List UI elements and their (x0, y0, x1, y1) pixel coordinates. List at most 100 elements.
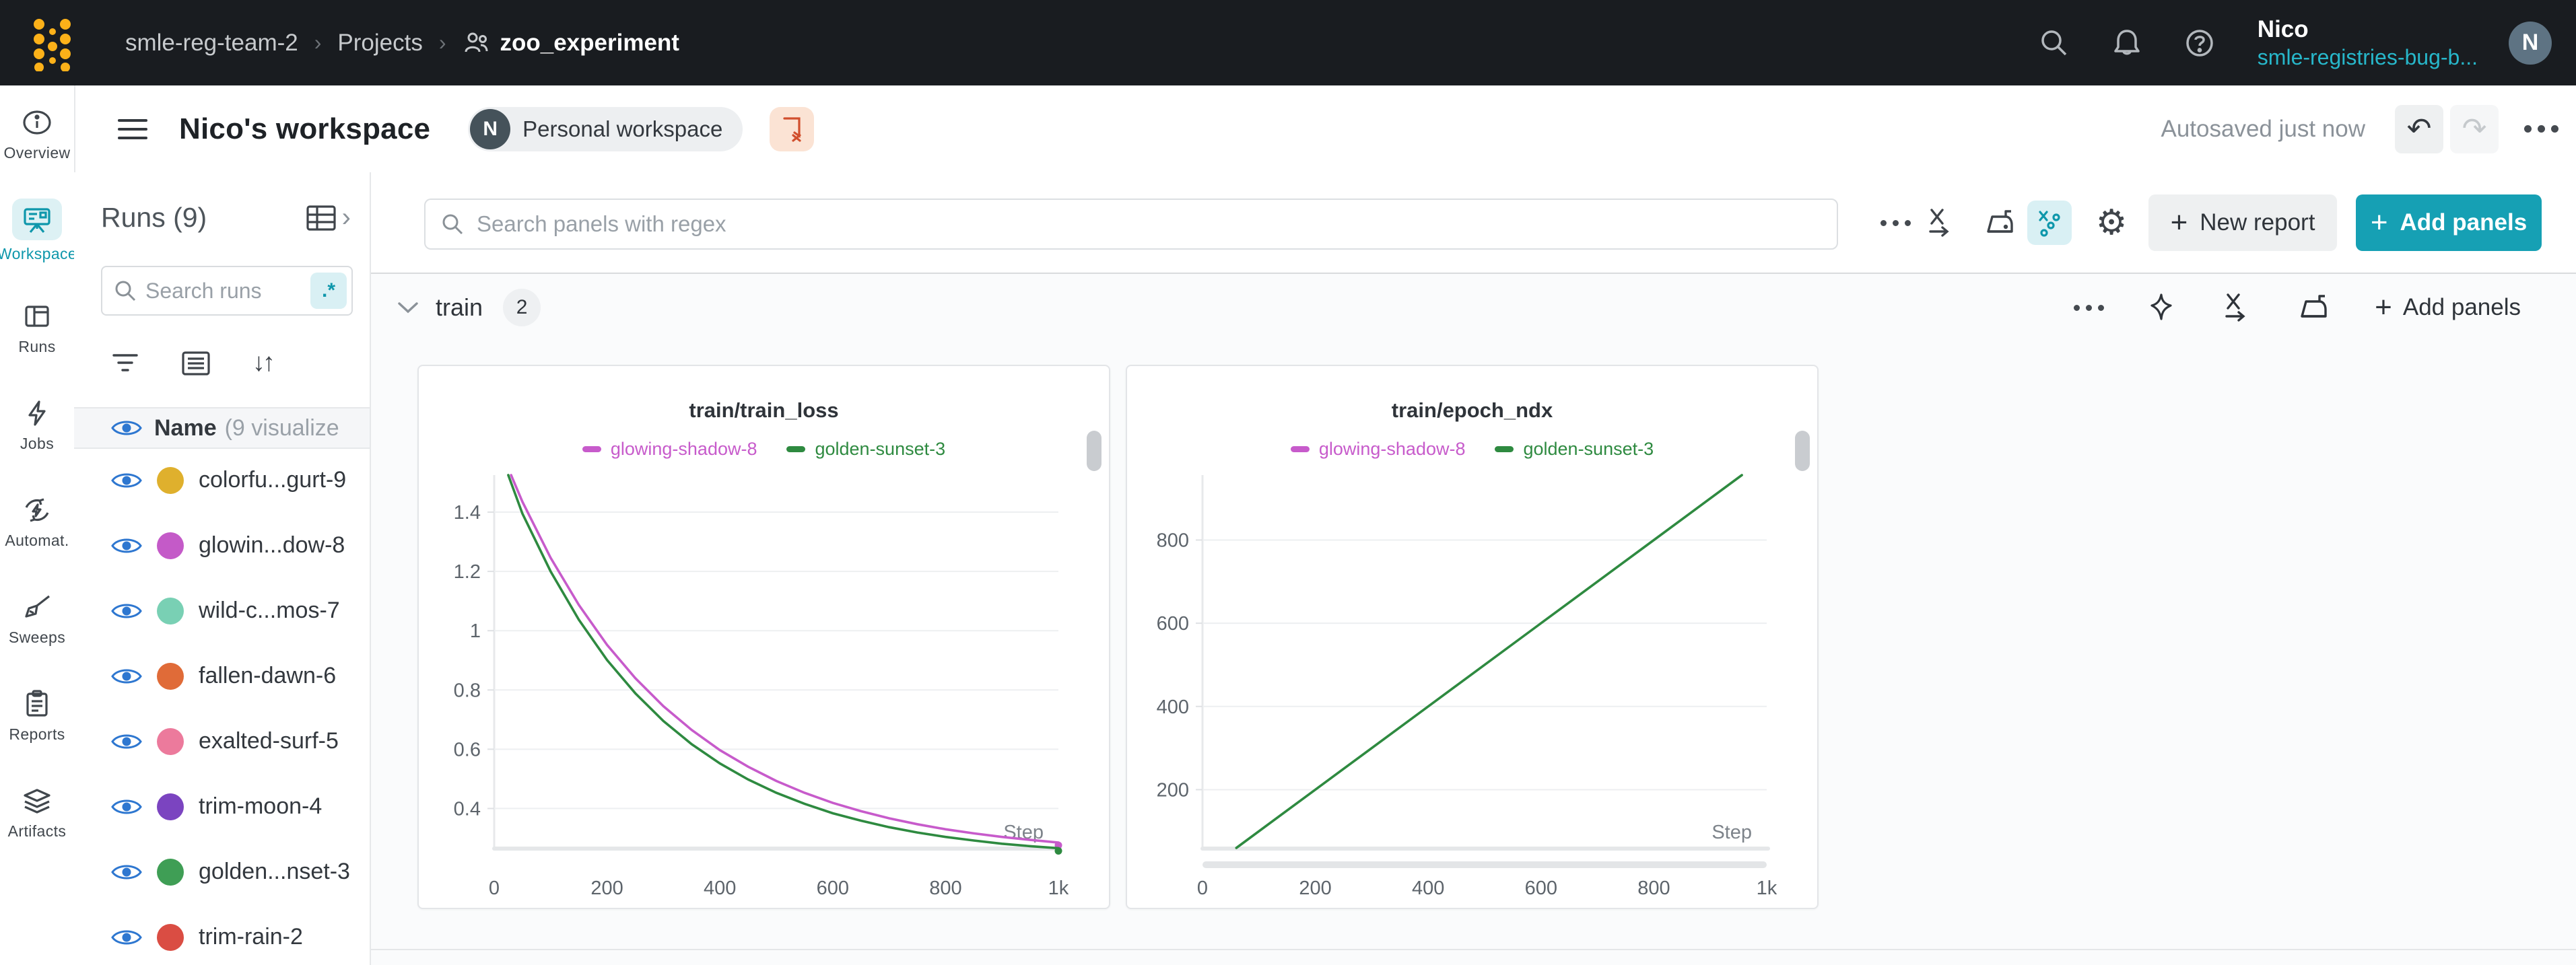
legend-item[interactable]: golden-sunset-3 (786, 439, 945, 460)
breadcrumb-projects[interactable]: Projects (337, 29, 423, 56)
panel-scrollbar-handle[interactable] (1087, 431, 1101, 471)
group-list-icon[interactable] (181, 351, 211, 376)
legend-item[interactable]: glowing-shadow-8 (582, 439, 757, 460)
breadcrumb-team[interactable]: smle-reg-team-2 (125, 29, 298, 56)
team-people-icon (465, 32, 488, 52)
run-row[interactable]: wild-c...mos-7 (74, 578, 370, 643)
section-title[interactable]: train (436, 293, 483, 321)
breadcrumb-separator: › (438, 30, 446, 55)
panel-scrollbar-handle[interactable] (1795, 431, 1810, 471)
visibility-eye-icon[interactable] (111, 534, 142, 557)
horizontal-scrollbar[interactable] (1202, 861, 1767, 868)
workspace-header: Nico's workspace N Personal workspace Au… (74, 85, 2576, 172)
section-add-panels-button[interactable]: + Add panels (2375, 291, 2521, 324)
panel-search-input[interactable] (475, 211, 1837, 238)
redo-button[interactable]: ↷ (2450, 104, 2499, 153)
run-row[interactable]: golden...nset-3 (74, 839, 370, 904)
panel-search-field[interactable] (424, 199, 1838, 250)
sidebar-item-sweeps[interactable]: Sweeps (0, 570, 74, 667)
chart-panel-train-loss[interactable]: train/train_loss glowing-shadow-8 golden-… (417, 365, 1110, 909)
run-row[interactable]: colorfu...gurt-9 (74, 448, 370, 513)
run-name: glowin...dow-8 (199, 532, 345, 558)
chart-legend: glowing-shadow-8 golden-sunset-3 (419, 439, 1109, 460)
run-name: fallen-dawn-6 (199, 663, 337, 688)
series-line-golden-sunset-3[interactable] (1235, 474, 1743, 849)
sidebar-item-artifacts[interactable]: Artifacts (0, 764, 74, 861)
run-name: wild-c...mos-7 (199, 598, 340, 623)
run-row[interactable]: exalted-surf-5 (74, 709, 370, 774)
filter-icon[interactable] (111, 352, 139, 375)
smoothing-iron-icon[interactable] (1977, 201, 2022, 245)
expand-table-chevron-icon[interactable]: › (341, 203, 351, 232)
sidebar-item-runs[interactable]: Runs (0, 279, 74, 376)
visibility-eye-icon[interactable] (111, 795, 142, 818)
clear-workspace-button[interactable] (770, 106, 815, 151)
series-line-golden-sunset-3[interactable] (507, 474, 1060, 850)
run-row[interactable]: trim-moon-4 (74, 774, 370, 839)
search-icon (442, 214, 463, 235)
y-tick-label: 0.6 (454, 739, 481, 760)
user-menu[interactable]: Nico smle-registries-bug-b... (2258, 15, 2478, 71)
y-tick-label: 400 (1157, 696, 1189, 718)
visibility-eye-icon[interactable] (111, 730, 142, 753)
section-sparkle-icon[interactable] (2147, 292, 2175, 323)
series-line-glowing-shadow-8[interactable] (510, 474, 1060, 844)
run-row[interactable]: trim-rain-2 (74, 904, 370, 965)
sampling-mode-button[interactable] (2027, 201, 2072, 245)
search-icon[interactable] (2037, 26, 2072, 61)
legend-item[interactable]: golden-sunset-3 (1495, 439, 1654, 460)
runs-search-input[interactable] (144, 277, 310, 304)
sidebar-item-workspace[interactable]: Workspace (0, 182, 77, 279)
sort-icon[interactable]: ↓↑ (252, 349, 275, 377)
section-smoothing-iron-icon[interactable] (2295, 289, 2332, 326)
visibility-eye-icon[interactable] (111, 926, 142, 949)
runs-table-icon (20, 299, 54, 333)
visibility-all-eye-icon[interactable] (111, 417, 142, 439)
visibility-eye-icon[interactable] (111, 600, 142, 622)
user-team-link[interactable]: smle-registries-bug-b... (2257, 45, 2478, 70)
section-overflow-menu-icon[interactable] (2074, 304, 2105, 311)
collapse-chevron-icon[interactable] (397, 300, 419, 315)
notifications-bell-icon[interactable] (2109, 26, 2144, 61)
visibility-eye-icon[interactable] (111, 861, 142, 884)
undo-button[interactable]: ↶ (2395, 104, 2443, 153)
run-row[interactable]: glowin...dow-8 (74, 513, 370, 578)
chart-panel-epoch-ndx[interactable]: train/epoch_ndx glowing-shadow-8 golden-s… (1126, 365, 1819, 909)
sweeps-broom-icon (20, 590, 54, 624)
sidebar-item-overview[interactable]: Overview (0, 85, 74, 182)
legend-item[interactable]: glowing-shadow-8 (1290, 439, 1465, 460)
plus-icon: + (2170, 206, 2188, 239)
sidebar-item-jobs[interactable]: Jobs (0, 376, 74, 473)
regex-toggle-button[interactable]: .* (310, 273, 347, 309)
panels-overflow-menu-icon[interactable] (1860, 201, 1911, 245)
x-axis-line (492, 847, 1062, 851)
run-row[interactable]: fallen-dawn-6 (74, 643, 370, 709)
legend-label: golden-sunset-3 (1523, 439, 1654, 459)
section-x-axis-icon[interactable] (2218, 289, 2252, 326)
wandb-logo-icon[interactable] (23, 15, 79, 71)
line-chart[interactable]: 200 400 600 800 0 200 400 600 800 1k Step (1127, 366, 1817, 908)
add-panels-button[interactable]: + Add panels (2356, 194, 2542, 251)
hamburger-menu-icon[interactable] (117, 117, 148, 141)
visibility-eye-icon[interactable] (111, 665, 142, 688)
plus-icon: + (2375, 291, 2392, 324)
runs-table-toggle-icon[interactable] (306, 204, 337, 232)
avatar[interactable]: N (2509, 21, 2552, 65)
x-axis-settings-icon[interactable] (1917, 201, 1961, 245)
sidebar-item-reports[interactable]: Reports (0, 667, 74, 764)
help-icon[interactable] (2182, 26, 2217, 61)
x-tick-label: 600 (817, 878, 849, 899)
sidebar-item-automations[interactable]: Automat. (0, 473, 74, 570)
personal-workspace-badge[interactable]: N Personal workspace (468, 106, 743, 151)
run-color-dot (157, 793, 184, 820)
visibility-eye-icon[interactable] (111, 469, 142, 492)
workspace-settings-gear-icon[interactable]: ⚙ (2095, 203, 2128, 242)
runs-name-column-header[interactable]: Name (9 visualize (74, 407, 370, 449)
new-report-button[interactable]: + New report (2148, 194, 2337, 251)
sidebar-item-label: Automat. (5, 532, 69, 549)
breadcrumb-project[interactable]: zoo_experiment (462, 29, 679, 57)
workspace-overflow-menu-icon[interactable] (2524, 125, 2558, 133)
runs-search-field[interactable]: .* (101, 266, 353, 316)
y-tick-label: 1.4 (454, 502, 481, 524)
